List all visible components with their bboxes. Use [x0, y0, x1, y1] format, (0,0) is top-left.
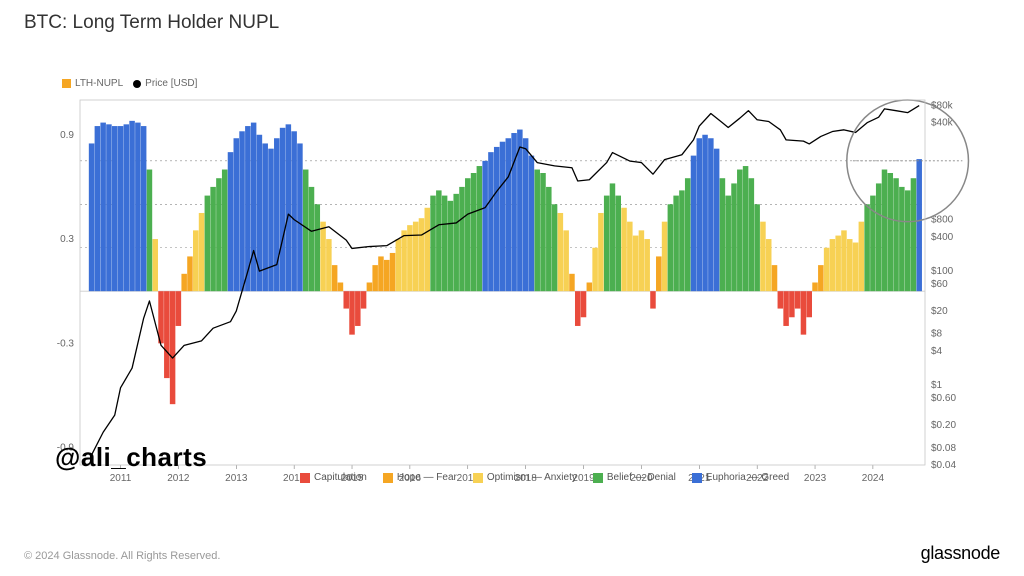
svg-text:$1: $1	[931, 380, 943, 391]
svg-text:2024: 2024	[862, 473, 885, 484]
chart-svg: -0.9-0.30.30.9$0.04$0.08$0.20$0.60$1$4$8…	[50, 95, 970, 495]
svg-text:$40k: $40k	[931, 118, 954, 129]
svg-text:$400: $400	[931, 232, 954, 243]
legend-item: Belief — Denial	[593, 472, 676, 483]
svg-text:0.9: 0.9	[60, 130, 74, 141]
bottom-legend: Capitulation Hope — Fear Optimism — Anxiet…	[300, 472, 789, 483]
watermark: @ali_charts	[55, 442, 207, 473]
chart-title: BTC: Long Term Holder NUPL	[24, 12, 279, 34]
legend-swatch	[473, 473, 483, 483]
svg-text:2012: 2012	[167, 473, 190, 484]
svg-text:2011: 2011	[110, 473, 132, 484]
svg-text:$0.08: $0.08	[931, 443, 956, 454]
svg-text:2013: 2013	[225, 473, 248, 484]
legend-nupl-label: LTH-NUPL	[75, 78, 123, 89]
svg-text:0.3: 0.3	[60, 234, 74, 245]
legend-label: Belief — Denial	[607, 472, 676, 483]
svg-text:$20: $20	[931, 306, 948, 317]
svg-text:$100: $100	[931, 266, 954, 277]
footer-copyright: © 2024 Glassnode. All Rights Reserved.	[24, 550, 220, 562]
svg-text:$60: $60	[931, 279, 948, 290]
legend-item: Optimism — Anxiety	[473, 472, 577, 483]
legend-price: Price [USD]	[133, 78, 197, 89]
legend-label: Optimism — Anxiety	[487, 472, 577, 483]
legend-nupl: LTH-NUPL	[62, 78, 123, 89]
svg-text:$0.04: $0.04	[931, 460, 956, 471]
legend-swatch	[692, 473, 702, 483]
legend-swatch	[593, 473, 603, 483]
footer-brand: glassnode	[921, 543, 1000, 564]
svg-text:-0.3: -0.3	[57, 338, 75, 349]
legend-item: Euphoria — Greed	[692, 472, 789, 483]
legend-label: Euphoria — Greed	[706, 472, 789, 483]
legend-swatch	[383, 473, 393, 483]
legend-nupl-swatch	[62, 79, 71, 88]
legend-price-dot	[133, 80, 141, 88]
legend-price-label: Price [USD]	[145, 78, 197, 89]
svg-text:$8: $8	[931, 329, 943, 340]
chart-area: -0.9-0.30.30.9$0.04$0.08$0.20$0.60$1$4$8…	[50, 95, 970, 495]
svg-text:$4: $4	[931, 346, 943, 357]
legend-label: Capitulation	[314, 472, 367, 483]
legend-swatch	[300, 473, 310, 483]
legend-item: Capitulation	[300, 472, 367, 483]
top-legend: LTH-NUPL Price [USD]	[62, 78, 197, 89]
svg-text:$0.20: $0.20	[931, 420, 956, 431]
legend-label: Hope — Fear	[397, 472, 457, 483]
svg-text:$0.60: $0.60	[931, 393, 956, 404]
svg-text:2023: 2023	[804, 473, 827, 484]
legend-item: Hope — Fear	[383, 472, 457, 483]
